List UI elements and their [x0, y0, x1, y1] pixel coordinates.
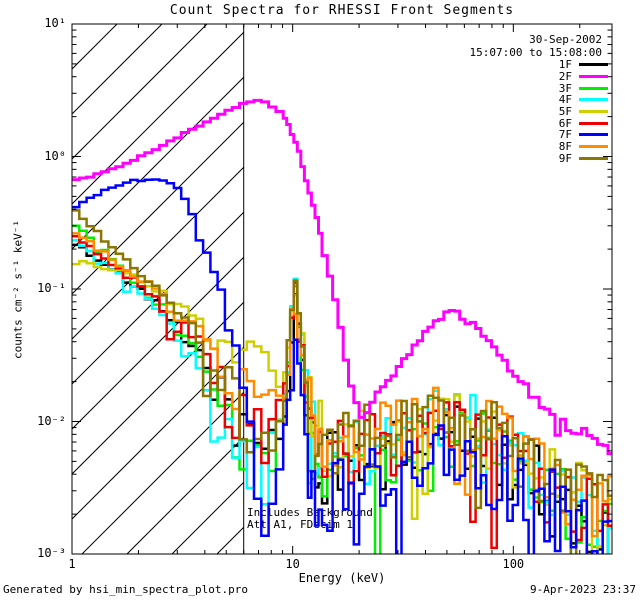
observation-interval: 15:07:00 to 15:08:00	[469, 46, 602, 59]
series-8F	[72, 232, 612, 538]
legend-color-swatch	[579, 145, 608, 149]
x-axis-label: Energy (keV)	[298, 571, 386, 585]
series-7F	[72, 178, 612, 554]
y-tick-label: 10⁻³	[37, 546, 66, 560]
observation-date: 30-Sep-2002	[529, 33, 602, 46]
legend-color-swatch	[579, 121, 608, 125]
legend-label: 8F	[558, 140, 572, 154]
y-tick-label: 10⁻²	[37, 413, 66, 428]
y-tick-label: 10⁻¹	[37, 281, 66, 295]
legend-color-swatch	[579, 63, 608, 67]
series-5F	[72, 259, 612, 554]
series-9F	[72, 209, 612, 554]
legend-label: 6F	[558, 116, 572, 130]
plot-title: Count Spectra for RHESSI Front Segments	[169, 3, 515, 18]
legend-color-swatch	[579, 156, 608, 160]
legend-item-4F: 4F	[558, 93, 608, 107]
series-2F	[72, 98, 612, 456]
generator-credit: Generated by hsi_min_spectra_plot.pro	[3, 583, 249, 596]
legend-label: 5F	[558, 105, 572, 119]
legend-color-swatch	[579, 75, 608, 79]
legend-label: 2F	[558, 70, 572, 84]
legend-item-6F: 6F	[558, 116, 608, 130]
legend-label: 4F	[558, 93, 572, 107]
axes-frame	[71, 23, 613, 555]
legend-item-9F: 9F	[558, 151, 608, 165]
legend-item-8F: 8F	[558, 140, 608, 154]
observation-info: 30-Sep-2002 15:07:00 to 15:08:00	[470, 33, 602, 59]
legend-item-7F: 7F	[558, 128, 608, 142]
y-tick-label: 10⁰	[44, 148, 66, 163]
legend-item-2F: 2F	[558, 70, 608, 84]
x-tick-label-1: 1	[68, 557, 76, 571]
x-tick-label-100: 100	[502, 557, 525, 571]
legend-item-1F: 1F	[558, 58, 608, 72]
annotation-attenuator-state: Att A1, FDecim 1	[247, 518, 353, 531]
legend-item-3F: 3F	[558, 81, 608, 95]
legend-item-5F: 5F	[558, 105, 608, 119]
legend-label: 7F	[558, 128, 572, 142]
legend-color-swatch	[579, 98, 608, 102]
render-timestamp: 9-Apr-2023 23:37	[530, 583, 636, 596]
annotation-includes-background: Includes Background	[247, 506, 373, 519]
legend-label: 3F	[558, 81, 572, 95]
spectra-curves	[72, 98, 612, 554]
legend-color-swatch	[579, 110, 608, 114]
legend-color-swatch	[579, 86, 608, 90]
legend-label: 9F	[558, 151, 572, 165]
legend-color-swatch	[579, 133, 608, 137]
x-tick-label-10: 10	[285, 557, 300, 571]
legend-label: 1F	[558, 58, 572, 72]
y-tick-label: 10¹	[44, 16, 66, 30]
legend: 1F 2F 3F 4F 5F 6F 7F 8F 9F	[558, 58, 608, 165]
